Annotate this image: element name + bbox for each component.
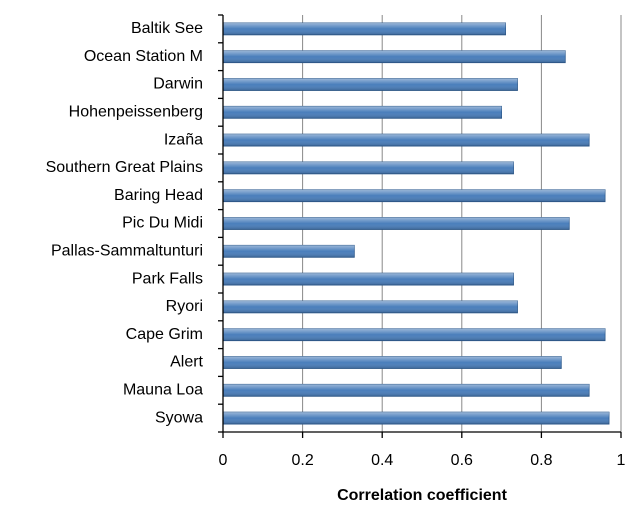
bar-shine — [223, 78, 518, 91]
bar-shine — [223, 384, 590, 397]
y-tick-label: Ocean Station M — [84, 48, 203, 65]
bar-shine — [223, 189, 606, 202]
y-tick-label: Park Falls — [132, 270, 203, 287]
y-tick-label: Hohenpeissenberg — [69, 104, 203, 121]
y-tick-label: Cape Grim — [126, 326, 203, 343]
x-tick-label: 0.6 — [451, 452, 473, 469]
y-tick-label: Syowa — [155, 409, 203, 426]
bar-shine — [223, 328, 606, 341]
y-tick-label: Izaña — [164, 131, 203, 148]
x-axis-title: Correlation coefficient — [337, 487, 507, 504]
y-tick-label: Baring Head — [114, 187, 203, 204]
bar-shine — [223, 356, 562, 369]
bar-shine — [223, 50, 566, 63]
y-tick-label: Southern Great Plains — [46, 159, 203, 176]
bar-shine — [223, 300, 518, 313]
x-tick-label: 0 — [219, 452, 228, 469]
y-tick-label: Ryori — [166, 298, 203, 315]
bar-shine — [223, 273, 514, 286]
y-tick-label: Alert — [170, 354, 203, 371]
y-tick-label: Baltik See — [131, 20, 203, 37]
y-tick-label: Darwin — [153, 76, 203, 93]
bar-shine — [223, 161, 514, 174]
bar-shine — [223, 134, 590, 147]
bar-shine — [223, 245, 355, 258]
x-tick-label: 0.2 — [291, 452, 313, 469]
y-tick-label: Pic Du Midi — [122, 215, 203, 232]
y-tick-label: Pallas-Sammaltunturi — [51, 243, 203, 260]
x-tick-label: 0.8 — [530, 452, 552, 469]
bar-shine — [223, 106, 502, 119]
bar-shine — [223, 22, 506, 35]
bar-shine — [223, 412, 610, 425]
x-tick-label: 0.4 — [371, 452, 393, 469]
bar-shine — [223, 217, 570, 230]
y-tick-label: Mauna Loa — [123, 382, 203, 399]
x-tick-label: 1 — [617, 452, 626, 469]
